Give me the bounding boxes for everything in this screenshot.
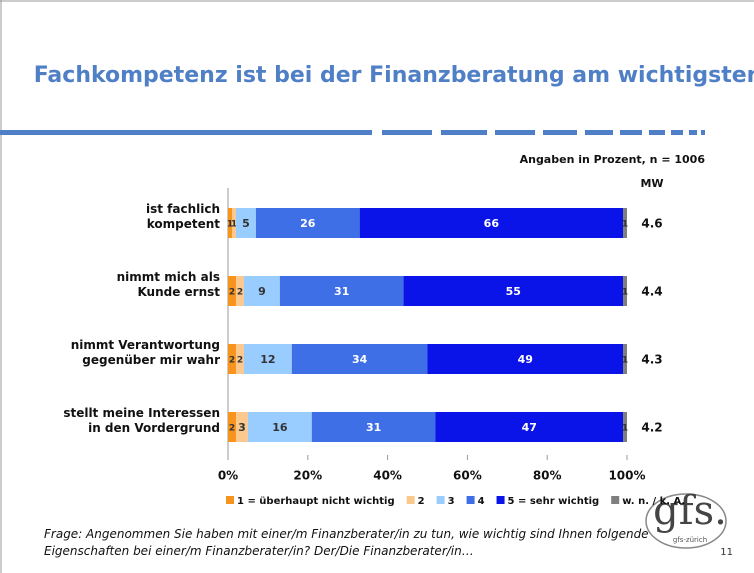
x-tick-label: 60% — [453, 469, 482, 483]
data-label: 49 — [518, 353, 533, 366]
legend-label: 4 — [478, 496, 485, 507]
data-label: 2 — [229, 424, 235, 434]
bar-segment — [243, 276, 280, 306]
logo-ring — [645, 493, 727, 549]
bar-segment — [311, 412, 436, 442]
bar-segment — [359, 208, 624, 238]
category-label: nimmt mich als Kunde ernst — [116, 270, 220, 299]
bar-segment — [427, 344, 624, 374]
bar-segment — [623, 344, 627, 374]
bar-segment — [623, 276, 627, 306]
data-label: 66 — [484, 217, 500, 230]
legend-label: 3 — [448, 496, 455, 507]
bar-segment — [623, 208, 627, 238]
slide-title: Fachkompetenz ist bei der Finanzberatung… — [34, 63, 754, 88]
data-label: 2 — [229, 288, 235, 298]
bar-segment — [247, 412, 312, 442]
legend-swatch — [436, 496, 445, 504]
mean-value: 4.2 — [641, 421, 662, 435]
data-label: 2 — [237, 356, 243, 366]
question: Frage: Angenommen Sie haben mit einer/m … — [44, 527, 649, 558]
legend-swatch — [611, 496, 620, 504]
data-label: 34 — [352, 353, 368, 366]
bar-segment — [623, 412, 627, 442]
x-tick-label: 40% — [373, 469, 402, 483]
bar-segment — [291, 344, 428, 374]
mean-value: 4.4 — [641, 285, 662, 299]
bar-segment — [243, 344, 292, 374]
legend-label: w. n. / k. A. — [622, 496, 685, 507]
mean-value: 4.3 — [641, 353, 662, 367]
x-tick-label: 80% — [533, 469, 562, 483]
data-label: 16 — [272, 421, 288, 434]
subtitle: Angaben in Prozent, n = 1006 — [520, 153, 706, 166]
bar-segment — [235, 208, 256, 238]
legend-swatch — [406, 496, 415, 504]
bar-segment — [228, 208, 232, 238]
bar-segment — [228, 344, 236, 374]
logo-subtitle: gfs-zürich — [673, 536, 707, 544]
category-label: nimmt Verantwortung gegenüber mir wahr — [70, 338, 220, 367]
x-tick-label: 0% — [218, 469, 238, 483]
data-label: 26 — [300, 217, 316, 230]
bar-segment — [279, 276, 404, 306]
category-label: stellt meine Interessen in den Vordergru… — [63, 406, 220, 435]
bar-segment — [255, 208, 360, 238]
data-label: 9 — [258, 285, 266, 298]
data-label: 47 — [522, 421, 537, 434]
data-label: 55 — [506, 285, 521, 298]
bar-segment — [228, 412, 236, 442]
mean-header: MW — [640, 177, 663, 190]
legend-label: 2 — [418, 496, 425, 507]
data-label: 1 — [622, 424, 628, 434]
data-label: 1 — [622, 288, 628, 298]
data-label: 1 — [622, 220, 628, 230]
category-label: ist fachlich kompetent — [145, 202, 220, 231]
data-label: 31 — [366, 421, 381, 434]
legend-label: 1 = überhaupt nicht wichtig — [237, 496, 395, 507]
data-label: 3 — [238, 421, 246, 434]
data-label: 2 — [229, 356, 235, 366]
bar-segment — [228, 276, 236, 306]
legend-swatch — [466, 496, 475, 504]
page-number: 11 — [720, 547, 733, 558]
bar-segment — [403, 276, 624, 306]
logo-name: gfs. — [653, 488, 727, 534]
bar-segment — [235, 344, 244, 374]
data-label: 12 — [260, 353, 275, 366]
bar-segment — [235, 276, 244, 306]
bar-segment — [231, 208, 236, 238]
bar-segment — [435, 412, 624, 442]
legend-swatch — [496, 496, 505, 504]
x-tick-label: 20% — [293, 469, 322, 483]
legend-label: 5 = sehr wichtig — [508, 496, 600, 507]
data-label: 1 — [622, 356, 628, 366]
logo: gfs. gfs-zürich — [645, 488, 727, 549]
data-label: 2 — [237, 288, 243, 298]
data-label: 1 — [231, 220, 237, 230]
mean-value: 4.6 — [641, 217, 662, 231]
divider — [0, 130, 705, 135]
x-tick-label: 100% — [608, 469, 645, 483]
data-label: 31 — [334, 285, 349, 298]
data-label: 5 — [242, 217, 250, 230]
data-label: 1 — [227, 220, 233, 230]
legend-swatch — [226, 496, 234, 504]
bar-segment — [235, 412, 248, 442]
